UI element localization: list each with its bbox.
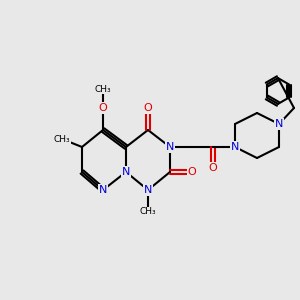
Text: N: N: [122, 167, 130, 177]
Text: N: N: [166, 142, 174, 152]
Text: N: N: [275, 119, 283, 129]
Text: CH₃: CH₃: [95, 85, 111, 94]
Text: O: O: [99, 103, 107, 113]
Text: O: O: [208, 163, 217, 173]
Text: O: O: [144, 103, 152, 113]
Text: N: N: [99, 185, 107, 195]
Text: CH₃: CH₃: [140, 208, 156, 217]
Text: CH₃: CH₃: [54, 134, 70, 143]
Text: O: O: [188, 167, 196, 177]
Text: N: N: [231, 142, 239, 152]
Text: N: N: [144, 185, 152, 195]
